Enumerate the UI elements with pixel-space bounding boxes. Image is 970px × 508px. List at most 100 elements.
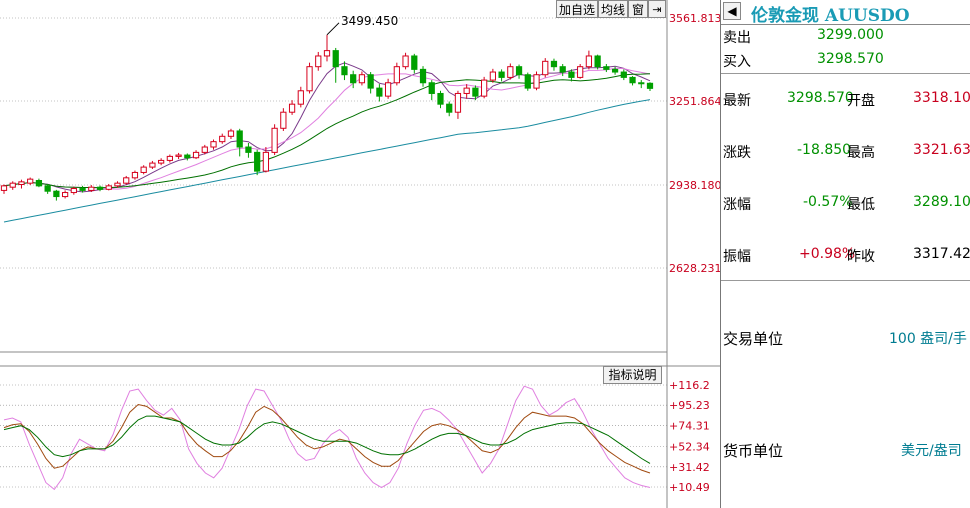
- osc-y-tick-label: +74.31: [669, 419, 710, 432]
- candle-body: [53, 190, 60, 198]
- candle-body: [542, 60, 549, 76]
- candle-body: [454, 92, 462, 113]
- osc-series-line-2: [3, 403, 651, 474]
- ma-line-5: [3, 62, 651, 193]
- candle-body: [550, 60, 558, 68]
- candle-body: [629, 76, 636, 84]
- add-watchlist-button[interactable]: 加自选: [556, 0, 598, 18]
- osc-series-line-1: [3, 385, 651, 491]
- candle-body: [402, 55, 409, 68]
- latest-value: 3298.570: [787, 90, 854, 106]
- osc-y-tick-label: +95.23: [669, 399, 710, 412]
- candle-body: [219, 135, 226, 143]
- candle-body: [559, 66, 566, 73]
- buy-value: 3298.570: [817, 51, 884, 67]
- candle-body: [489, 71, 496, 81]
- high-value: 3321.630: [913, 142, 970, 158]
- candle-body: [288, 103, 296, 113]
- quote-panel: ◀ 伦敦金现 AUUSDO 卖出 3299.000 买入 3298.570 最新…: [720, 0, 970, 508]
- osc-y-tick-label: +52.34: [669, 441, 710, 454]
- candle-body: [123, 177, 130, 184]
- candle-body: [646, 82, 654, 89]
- osc-y-tick-label: +10.49: [669, 481, 710, 494]
- low-label: 最低: [847, 197, 875, 213]
- trade-unit-value: 100 盎司/手: [889, 331, 967, 347]
- candle-body: [533, 74, 540, 89]
- candle-body: [585, 55, 593, 68]
- sell-value: 3299.000: [817, 27, 884, 43]
- candle-body: [184, 154, 191, 159]
- candle-body: [594, 55, 601, 68]
- pct-change-label: 涨幅: [723, 197, 751, 213]
- candle-body: [79, 188, 86, 191]
- latest-label: 最新: [723, 93, 751, 109]
- candle-body: [96, 186, 104, 190]
- candle-body: [323, 50, 331, 57]
- collapse-panel-icon[interactable]: ◀: [723, 2, 741, 20]
- candle-body: [620, 71, 627, 78]
- amplitude-value: +0.98%: [799, 246, 856, 262]
- candle-body: [175, 154, 182, 157]
- arrow-right-bar-icon[interactable]: ⇥: [648, 0, 666, 18]
- buy-label: 买入: [723, 54, 751, 70]
- candle-body: [88, 186, 95, 191]
- candle-body: [376, 87, 383, 97]
- candle-body: [341, 66, 348, 76]
- candle-body: [27, 178, 34, 184]
- candle-body: [367, 74, 374, 89]
- candle-body: [315, 55, 322, 68]
- candle-body: [192, 151, 200, 159]
- candle-body: [437, 92, 444, 105]
- instrument-title: 伦敦金现 AUUSDO: [751, 6, 910, 26]
- candle-body: [446, 103, 453, 113]
- candle-body: [44, 185, 51, 192]
- candle-body: [638, 82, 645, 85]
- candle-body: [9, 182, 16, 188]
- candle-body: [0, 185, 8, 191]
- candle-body: [140, 166, 147, 173]
- amplitude-label: 振幅: [723, 249, 751, 265]
- candle-body: [568, 71, 575, 78]
- candle-body: [114, 182, 121, 187]
- candle-body: [35, 179, 43, 187]
- prev-close-value: 3317.420: [913, 246, 970, 262]
- sell-label: 卖出: [723, 30, 751, 46]
- candle-body: [358, 74, 366, 84]
- candle-body: [384, 82, 392, 97]
- open-value: 3318.100: [913, 90, 970, 106]
- candle-body: [271, 127, 278, 153]
- chart-area: 3561.813 3251.864 2938.180 2628.231 3499.450…: [0, 0, 720, 508]
- y-tick-label: 3561.813: [669, 12, 720, 25]
- high-annotation-label: 3499.450: [341, 14, 398, 28]
- candle-body: [236, 130, 243, 148]
- change-label: 涨跌: [723, 145, 751, 161]
- osc-y-tick-label: +116.2: [669, 379, 710, 392]
- prev-close-label: 昨收: [847, 249, 875, 265]
- candle-body: [463, 87, 470, 94]
- osc-series-line-3: [3, 415, 651, 464]
- y-tick-label: 3251.864: [669, 95, 720, 108]
- candle-body: [306, 66, 313, 92]
- currency-unit-value: 美元/盎司: [901, 443, 962, 459]
- candle-body: [70, 188, 77, 194]
- candle-body: [603, 66, 610, 70]
- ma-lines-button[interactable]: 均线: [598, 0, 628, 18]
- candle-body: [472, 87, 479, 97]
- candle-body: [393, 66, 400, 84]
- window-button[interactable]: 窗: [628, 0, 648, 18]
- candle-body: [18, 181, 25, 186]
- indicator-description-button[interactable]: 指标说明: [603, 366, 662, 384]
- candle-body: [166, 155, 173, 161]
- change-value: -18.850: [797, 142, 852, 158]
- candle-body: [577, 66, 584, 78]
- candle-body: [515, 66, 523, 76]
- open-label: 开盘: [847, 93, 875, 109]
- ma-line-60: [3, 99, 651, 223]
- candle-body: [507, 66, 514, 78]
- trade-unit-label: 交易单位: [723, 330, 784, 348]
- annotation-leader: [326, 22, 340, 36]
- divider: [721, 280, 970, 281]
- panel-header: ◀ 伦敦金现 AUUSDO: [721, 0, 970, 26]
- divider: [721, 73, 970, 74]
- y-tick-label: 2938.180: [669, 179, 720, 192]
